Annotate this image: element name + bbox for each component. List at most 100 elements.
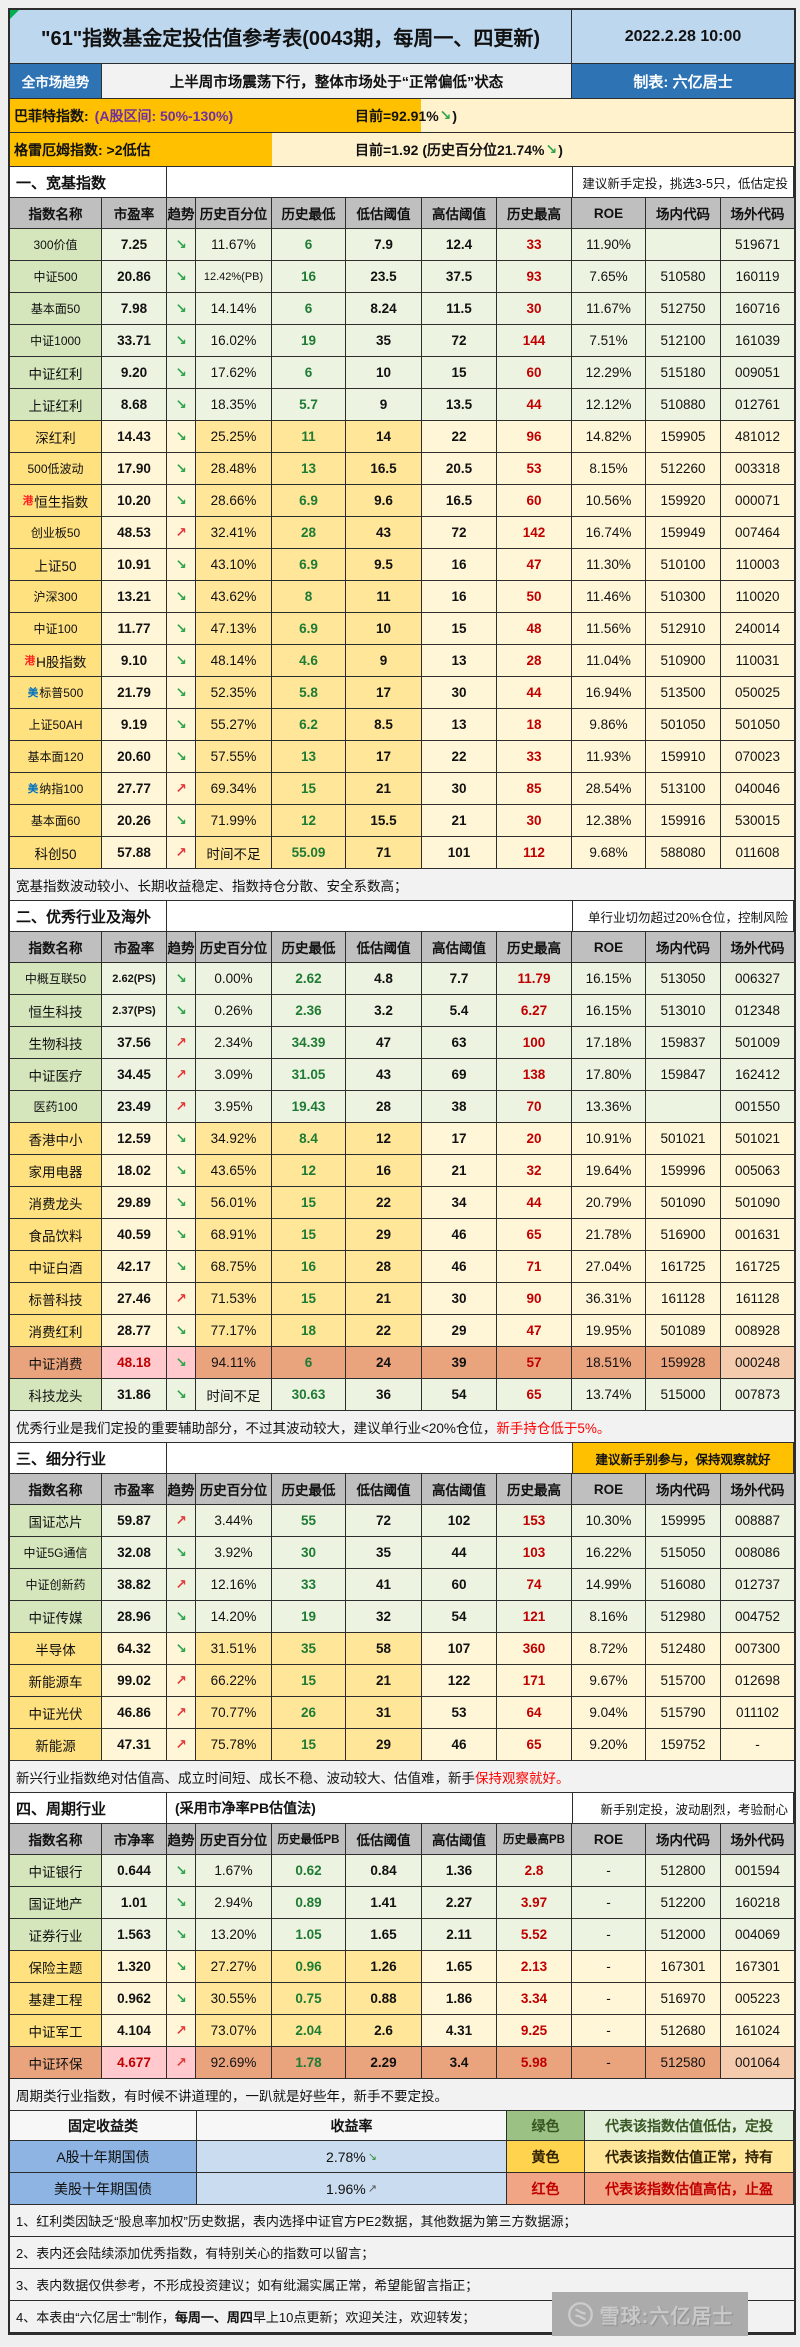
pe-cell: 64.32 bbox=[102, 1633, 167, 1664]
code-out-cell: 003318 bbox=[721, 453, 794, 484]
high-cell: 100 bbox=[497, 1027, 572, 1058]
high-cell: 47 bbox=[497, 549, 572, 580]
high-cell: 53 bbox=[497, 453, 572, 484]
low-cell: 6 bbox=[272, 229, 346, 260]
pct-cell: 32.41% bbox=[196, 517, 272, 548]
pe-cell: 13.21 bbox=[102, 581, 167, 612]
index-name: 上证50AH bbox=[28, 718, 83, 732]
high-th-cell: 16.5 bbox=[422, 485, 497, 516]
high-cell: 47 bbox=[497, 1315, 572, 1346]
code-out-cell: 501090 bbox=[721, 1187, 794, 1218]
code-in-cell: 510100 bbox=[646, 549, 721, 580]
roe-cell: 11.67% bbox=[572, 293, 646, 324]
code-in-cell: 159928 bbox=[646, 1347, 721, 1378]
section-header-row: 二、优秀行业及海外 单行业切勿超过20%仓位，控制风险 bbox=[10, 901, 794, 932]
low-th-cell: 23.5 bbox=[346, 261, 422, 292]
pe-cell: 1.01 bbox=[102, 1887, 167, 1918]
pe-cell: 10.20 bbox=[102, 485, 167, 516]
index-name: 上证50 bbox=[34, 558, 77, 574]
pe-cell: 48.53 bbox=[102, 517, 167, 548]
high-th-cell: 16 bbox=[422, 581, 497, 612]
trend-cell: ↘ bbox=[167, 1983, 196, 2014]
column-header: 低估阈值 bbox=[346, 198, 422, 228]
low-th-cell: 12 bbox=[346, 1123, 422, 1154]
index-name-cell: 证券行业 bbox=[10, 1919, 102, 1950]
code-in-cell: 159995 bbox=[646, 1505, 721, 1536]
index-row: 科技龙头 31.86 ↘ 时间不足 30.63 36 54 65 13.74% 515000 007… bbox=[10, 1379, 794, 1411]
high-th-cell: 3.4 bbox=[422, 2047, 497, 2078]
index-name: 保险主题 bbox=[28, 1960, 83, 1976]
code-out-cell: 008086 bbox=[721, 1537, 794, 1568]
roe-cell: 27.04% bbox=[572, 1251, 646, 1282]
low-th-cell: 35 bbox=[346, 1537, 422, 1568]
fixed-income-legend: 固定收益类 收益率 绿色 代表该指数估值低估，定投 A股十年期国债 2.78% ↘ 黄色 代表该… bbox=[10, 2111, 794, 2205]
roe-cell: 21.78% bbox=[572, 1219, 646, 1250]
trend-cell: ↘ bbox=[167, 1951, 196, 1982]
trend-down-icon: ↘ bbox=[367, 2151, 377, 2163]
roe-cell: 8.16% bbox=[572, 1601, 646, 1632]
legend-color-label: 绿色 bbox=[507, 2111, 585, 2140]
code-out-cell: 005063 bbox=[721, 1155, 794, 1186]
market-trend-text: 上半周市场震荡下行，整体市场处于“正常偏低”状态 bbox=[102, 64, 572, 98]
trend-cell: ↗ bbox=[167, 1283, 196, 1314]
note-text-part: 优秀行业是我们定投的重要辅助部分，不过其波动较大，建议单行业<20%仓位， bbox=[16, 1420, 497, 1436]
roe-cell: 17.80% bbox=[572, 1059, 646, 1090]
pe-cell: 31.86 bbox=[102, 1379, 167, 1410]
roe-cell: 12.38% bbox=[572, 805, 646, 836]
code-out-cell: 110003 bbox=[721, 549, 794, 580]
column-header: 趋势 bbox=[167, 198, 196, 228]
index-name: 中证白酒 bbox=[28, 1260, 83, 1276]
low-th-cell: 10 bbox=[346, 613, 422, 644]
low-th-cell: 28 bbox=[346, 1251, 422, 1282]
pe-cell: 57.88 bbox=[102, 837, 167, 868]
pct-cell: 43.62% bbox=[196, 581, 272, 612]
high-cell: 57 bbox=[497, 1347, 572, 1378]
roe-cell: 10.30% bbox=[572, 1505, 646, 1536]
high-th-cell: 72 bbox=[422, 325, 497, 356]
pct-cell: 18.35% bbox=[196, 389, 272, 420]
low-th-cell: 29 bbox=[346, 1729, 422, 1760]
column-header: 场外代码 bbox=[721, 198, 794, 228]
trend-cell: ↘ bbox=[167, 357, 196, 388]
trend-cell: ↗ bbox=[167, 1569, 196, 1600]
index-name: 300价值 bbox=[33, 238, 78, 252]
low-cell: 30 bbox=[272, 1537, 346, 1568]
index-name: 基建工程 bbox=[28, 1992, 83, 2008]
column-header: 高估阈值 bbox=[422, 1474, 497, 1504]
index-name: 家用电器 bbox=[28, 1164, 83, 1180]
code-in-cell: 512000 bbox=[646, 1919, 721, 1950]
low-cell: 12 bbox=[272, 805, 346, 836]
low-th-cell: 10 bbox=[346, 357, 422, 388]
code-out-cell: 001064 bbox=[721, 2047, 794, 2078]
pct-cell: 3.09% bbox=[196, 1059, 272, 1090]
trend-up-icon: ↗ bbox=[175, 2022, 187, 2038]
code-in-cell: 513050 bbox=[646, 963, 721, 994]
market-prefix: 美 bbox=[27, 687, 39, 699]
low-th-cell: 32 bbox=[346, 1601, 422, 1632]
pe-cell: 42.17 bbox=[102, 1251, 167, 1282]
buffett-index-row: 巴菲特指数: (A股区间: 50%-130%) 目前=92.91% ↘ ) bbox=[10, 99, 794, 133]
trend-down-icon: ↘ bbox=[175, 1194, 187, 1210]
trend-cell: ↗ bbox=[167, 1059, 196, 1090]
code-in-cell: 516080 bbox=[646, 1569, 721, 1600]
trend-cell: ↘ bbox=[167, 229, 196, 260]
column-header: 趋势 bbox=[167, 1824, 196, 1854]
section-header-row: 三、细分行业 建议新手别参与，保持观察就好 bbox=[10, 1443, 794, 1474]
pe-cell: 27.46 bbox=[102, 1283, 167, 1314]
trend-cell: ↘ bbox=[167, 485, 196, 516]
roe-cell: - bbox=[572, 1983, 646, 2014]
index-name-cell: 港 H股指数 bbox=[10, 645, 102, 676]
pct-cell: 47.13% bbox=[196, 613, 272, 644]
high-th-cell: 21 bbox=[422, 1155, 497, 1186]
author-label: 制表: 六亿居士 bbox=[572, 64, 794, 98]
index-row: 美标普500 21.79 ↘ 52.35% 5.8 17 30 44 16.94% 513500 0… bbox=[10, 677, 794, 709]
legend-color-label: 红色 bbox=[507, 2173, 585, 2204]
low-th-cell: 8.5 bbox=[346, 709, 422, 740]
low-th-cell: 9 bbox=[346, 389, 422, 420]
pe-cell: 1.320 bbox=[102, 1951, 167, 1982]
low-th-cell: 2.29 bbox=[346, 2047, 422, 2078]
title-row: "61"指数基金定投估值参考表(0043期，每周一、四更新) 2022.2.28… bbox=[10, 10, 794, 64]
column-header: 历史百分位 bbox=[196, 1824, 272, 1854]
index-row: 国证地产 1.01 ↘ 2.94% 0.89 1.41 2.27 3.97-512200 160… bbox=[10, 1887, 794, 1919]
code-out-cell: 008928 bbox=[721, 1315, 794, 1346]
